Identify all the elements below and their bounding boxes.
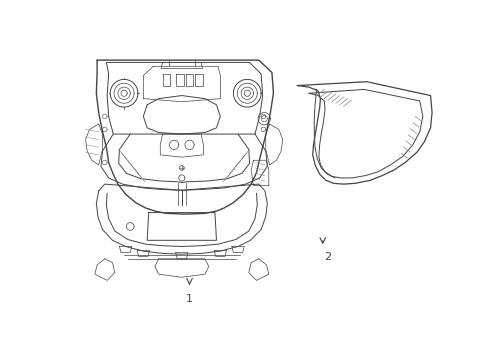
Text: 2: 2 (324, 252, 332, 262)
Text: 1: 1 (186, 294, 193, 304)
